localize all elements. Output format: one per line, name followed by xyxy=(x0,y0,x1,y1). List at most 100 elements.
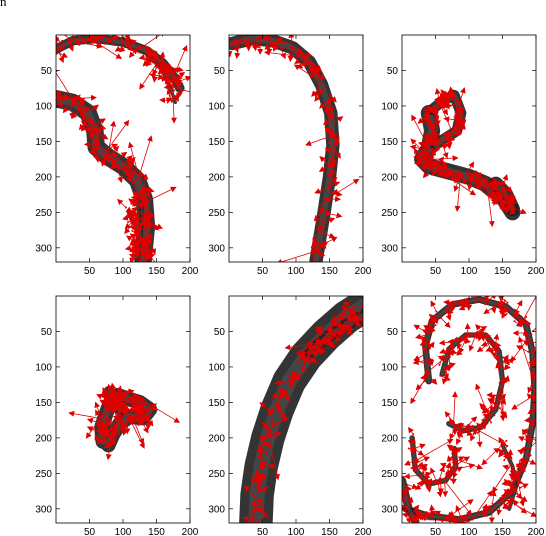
vector-origin xyxy=(429,128,432,131)
vector-arrow xyxy=(310,62,317,77)
vector-origin xyxy=(530,333,533,336)
y-tick-label: 200 xyxy=(381,172,398,183)
vector-origin xyxy=(102,153,105,156)
vector-arrow xyxy=(532,418,536,422)
vector-origin xyxy=(116,427,119,430)
vector-origin xyxy=(250,40,253,43)
vector-arrow xyxy=(145,60,153,67)
vector-origin xyxy=(67,103,70,106)
vector-origin xyxy=(145,47,148,50)
vector-origin xyxy=(505,209,508,212)
vector-arrow xyxy=(518,436,530,442)
vector-arrow xyxy=(327,128,334,144)
vector-origin xyxy=(112,391,115,394)
vector-origin xyxy=(531,420,534,423)
vector-arrow xyxy=(110,438,116,446)
vector-arrow xyxy=(502,182,513,193)
vector-origin xyxy=(73,102,76,105)
vector-arrow xyxy=(96,131,109,140)
vector-origin xyxy=(140,206,143,209)
vector-origin xyxy=(113,401,116,404)
vector-arrow xyxy=(275,417,289,426)
vector-arrow xyxy=(264,424,278,431)
vector-origin xyxy=(333,324,336,327)
vector-origin xyxy=(451,452,454,455)
vector-origin xyxy=(427,161,430,164)
vector-origin xyxy=(425,333,428,336)
vector-origin xyxy=(90,120,93,123)
vector-arrow xyxy=(451,447,463,454)
vector-origin xyxy=(161,72,164,75)
vector-origin xyxy=(328,103,331,106)
vector-arrow xyxy=(314,251,326,258)
vector-origin xyxy=(311,350,314,353)
vector-origin xyxy=(62,97,65,100)
vector-origin xyxy=(147,52,150,55)
x-tick-label: 50 xyxy=(84,527,96,536)
vector-origin xyxy=(449,512,452,515)
vector-origin xyxy=(520,466,523,469)
vector-origin xyxy=(449,457,452,460)
x-tick-label: 150 xyxy=(148,266,165,277)
vector-arrow xyxy=(329,188,338,202)
vector-origin xyxy=(269,43,272,46)
vector-origin xyxy=(451,457,454,460)
vector-origin xyxy=(314,75,317,78)
vector-origin xyxy=(335,331,338,334)
vector-arrow xyxy=(410,138,439,168)
vector-origin xyxy=(345,313,348,316)
vector-origin xyxy=(425,116,428,119)
vector-origin xyxy=(429,358,432,361)
vector-origin xyxy=(431,515,434,518)
vector-arrow xyxy=(137,236,152,243)
vector-origin xyxy=(67,38,70,41)
vector-origin xyxy=(502,356,505,359)
vector-arrow xyxy=(416,438,454,461)
vector-origin xyxy=(107,37,110,40)
vector-arrow xyxy=(366,300,372,311)
vector-origin xyxy=(338,316,341,319)
vector-origin xyxy=(319,231,322,234)
y-tick-label: 250 xyxy=(208,208,225,219)
vector-origin xyxy=(506,301,509,304)
vector-origin xyxy=(321,244,324,247)
vector-arrow xyxy=(135,412,142,422)
vector-origin xyxy=(332,180,335,183)
x-tick-label: 100 xyxy=(115,527,132,536)
vector-origin xyxy=(144,410,147,413)
vector-origin xyxy=(443,481,446,484)
vector-origin xyxy=(327,214,330,217)
vector-arrow xyxy=(522,329,529,340)
vector-origin xyxy=(333,152,336,155)
vector-origin xyxy=(325,108,328,111)
vector-origin xyxy=(462,108,465,111)
vector-origin xyxy=(149,60,152,63)
vector-arrow xyxy=(467,174,476,181)
vector-origin xyxy=(507,466,510,469)
vector-origin xyxy=(497,301,500,304)
vector-arrow xyxy=(309,353,318,365)
vector-origin xyxy=(146,211,149,214)
vector-origin xyxy=(92,36,95,39)
vector-origin xyxy=(408,439,411,442)
panel-image xyxy=(409,86,527,228)
vector-origin xyxy=(508,206,511,209)
vector-origin xyxy=(126,42,129,45)
vector-arrow xyxy=(83,127,92,134)
vector-origin xyxy=(515,476,518,479)
vector-arrow xyxy=(439,462,453,469)
vector-arrow xyxy=(445,307,452,321)
vector-arrow xyxy=(243,35,245,38)
vector-origin xyxy=(443,477,446,480)
vector-arrow xyxy=(269,35,273,39)
y-tick-label: 250 xyxy=(381,469,398,480)
vector-origin xyxy=(472,432,475,435)
vector-origin xyxy=(510,470,513,473)
vector-origin xyxy=(81,37,84,40)
vector-origin xyxy=(330,192,333,195)
vector-origin xyxy=(324,84,327,87)
vector-origin xyxy=(52,47,54,49)
vector-arrow xyxy=(415,449,425,456)
vector-origin xyxy=(237,44,240,47)
vector-arrow xyxy=(235,38,246,45)
